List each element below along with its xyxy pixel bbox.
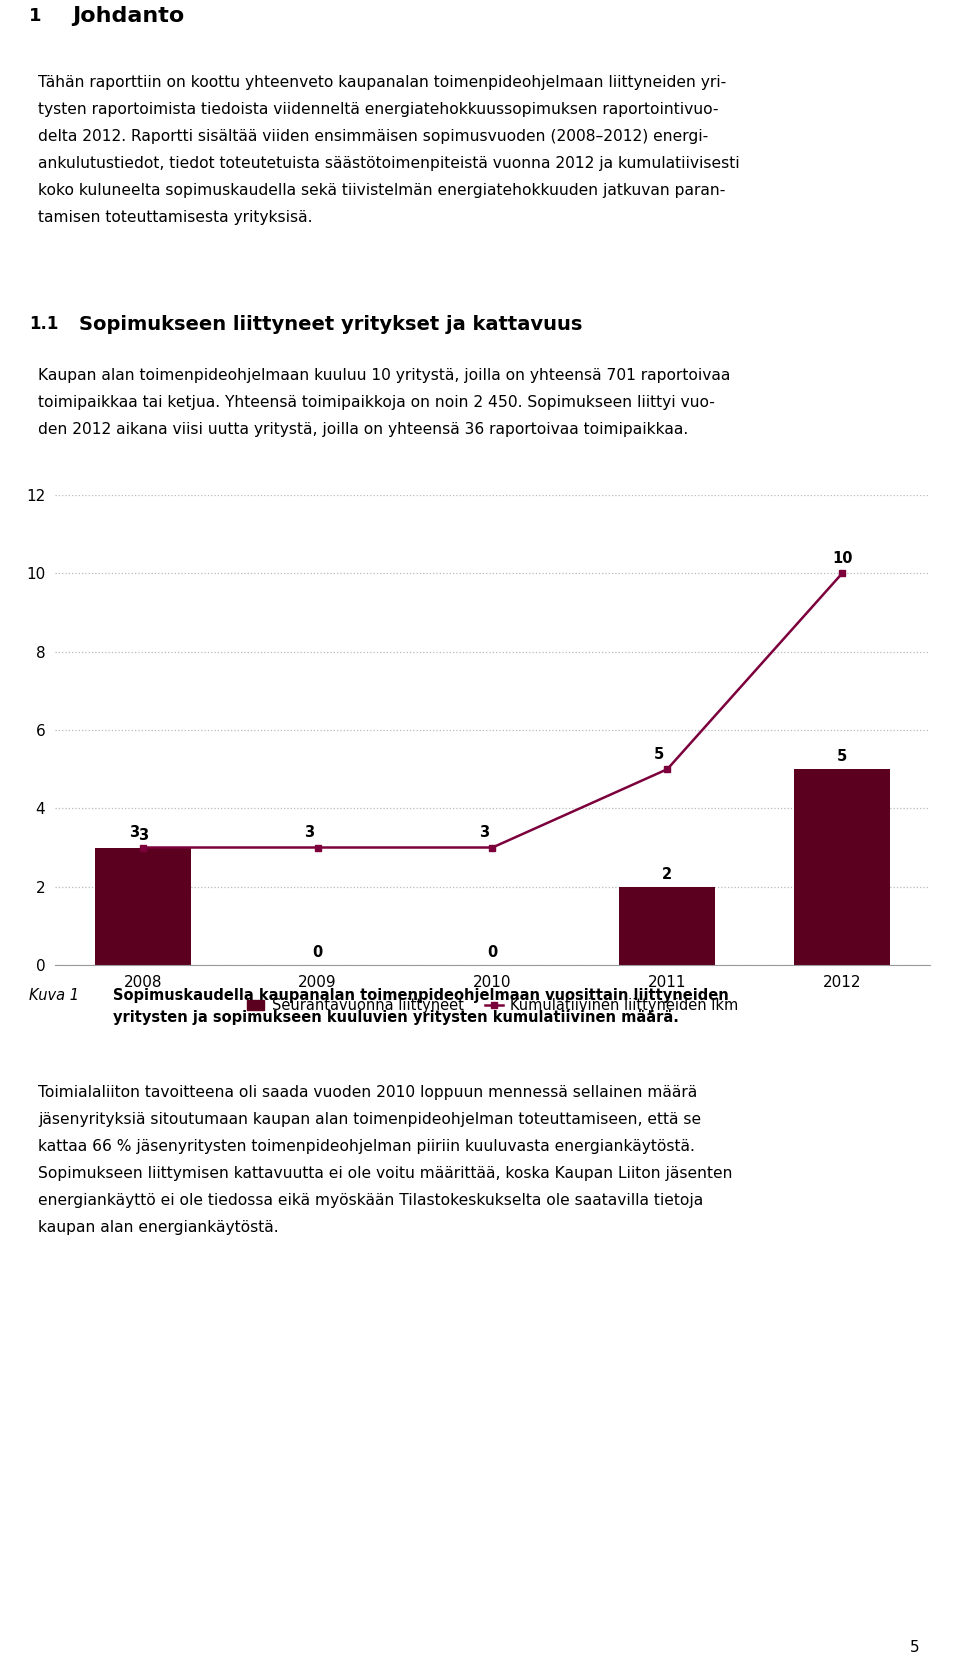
Text: toimipaikkaa tai ketjua. Yhteensä toimipaikkoja on noin 2 450. Sopimukseen liitt: toimipaikkaa tai ketjua. Yhteensä toimip… [38,396,715,411]
Text: 3: 3 [138,828,148,843]
Text: 2: 2 [662,866,672,881]
Text: 5: 5 [910,1640,920,1655]
Text: 10: 10 [832,550,852,567]
Text: koko kuluneelta sopimuskaudella sekä tiivistelmän energiatehokkuuden jatkuvan pa: koko kuluneelta sopimuskaudella sekä tii… [38,183,726,198]
Bar [619,886,715,965]
Text: den 2012 aikana viisi uutta yritystä, joilla on yhteensä 36 raportoivaa toimipai: den 2012 aikana viisi uutta yritystä, jo… [38,422,688,437]
Text: Kaupan alan toimenpideohjelmaan kuuluu 10 yritystä, joilla on yhteensä 701 rapor: Kaupan alan toimenpideohjelmaan kuuluu 1… [38,368,731,382]
Text: Sopimuskaudella kaupanalan toimenpideohjelmaan vuosittain liittyneiden: Sopimuskaudella kaupanalan toimenpideohj… [113,988,729,1003]
Text: yritysten ja sopimukseen kuuluvien yritysten kumulatiivinen määrä.: yritysten ja sopimukseen kuuluvien yrity… [113,1009,679,1024]
Text: ankulutustiedot, tiedot toteutetuista säästötoimenpiteistä vuonna 2012 ja kumula: ankulutustiedot, tiedot toteutetuista sä… [38,156,740,171]
Text: Kuva 1: Kuva 1 [29,988,79,1003]
Text: Toimialaliiton tavoitteena oli saada vuoden 2010 loppuun mennessä sellainen määr: Toimialaliiton tavoitteena oli saada vuo… [38,1084,698,1099]
Bar [794,770,890,965]
Text: 1.1: 1.1 [29,314,59,333]
Bar [95,848,191,965]
Text: tysten raportoimista tiedoista viidenneltä energiatehokkuussopimuksen raportoint: tysten raportoimista tiedoista viidennel… [38,101,719,116]
Text: kaupan alan energiankäytöstä.: kaupan alan energiankäytöstä. [38,1221,279,1236]
Text: 0: 0 [313,945,323,960]
Text: 0: 0 [488,945,497,960]
Text: Tähän raporttiin on koottu yhteenveto kaupanalan toimenpideohjelmaan liittyneide: Tähän raporttiin on koottu yhteenveto ka… [38,75,727,90]
Text: delta 2012. Raportti sisältää viiden ensimmäisen sopimusvuoden (2008–2012) energ: delta 2012. Raportti sisältää viiden ens… [38,130,708,145]
Text: 3: 3 [479,825,489,840]
Text: energiankäyttö ei ole tiedossa eikä myöskään Tilastokeskukselta ole saatavilla t: energiankäyttö ei ole tiedossa eikä myös… [38,1192,704,1207]
Text: 5: 5 [837,750,848,765]
Text: Sopimukseen liittyneet yritykset ja kattavuus: Sopimukseen liittyneet yritykset ja katt… [79,314,582,334]
Text: 1: 1 [29,7,41,25]
Text: 3: 3 [129,825,139,840]
Text: Johdanto: Johdanto [72,7,184,27]
Text: kattaa 66 % jäsenyritysten toimenpideohjelman piiriin kuuluvasta energiankäytöst: kattaa 66 % jäsenyritysten toimenpideohj… [38,1139,695,1154]
Text: jäsenyrityksiä sitoutumaan kaupan alan toimenpideohjelman toteuttamiseen, että s: jäsenyrityksiä sitoutumaan kaupan alan t… [38,1113,702,1128]
Text: 5: 5 [654,747,663,762]
Text: Sopimukseen liittymisen kattavuutta ei ole voitu määrittää, koska Kaupan Liiton : Sopimukseen liittymisen kattavuutta ei o… [38,1166,732,1181]
Text: tamisen toteuttamisesta yrityksisä.: tamisen toteuttamisesta yrityksisä. [38,210,313,225]
Text: 3: 3 [304,825,314,840]
Legend: Seurantavuonna liittyneet, Kumulatiivinen liittyneiden lkm: Seurantavuonna liittyneet, Kumulatiivine… [241,993,744,1019]
